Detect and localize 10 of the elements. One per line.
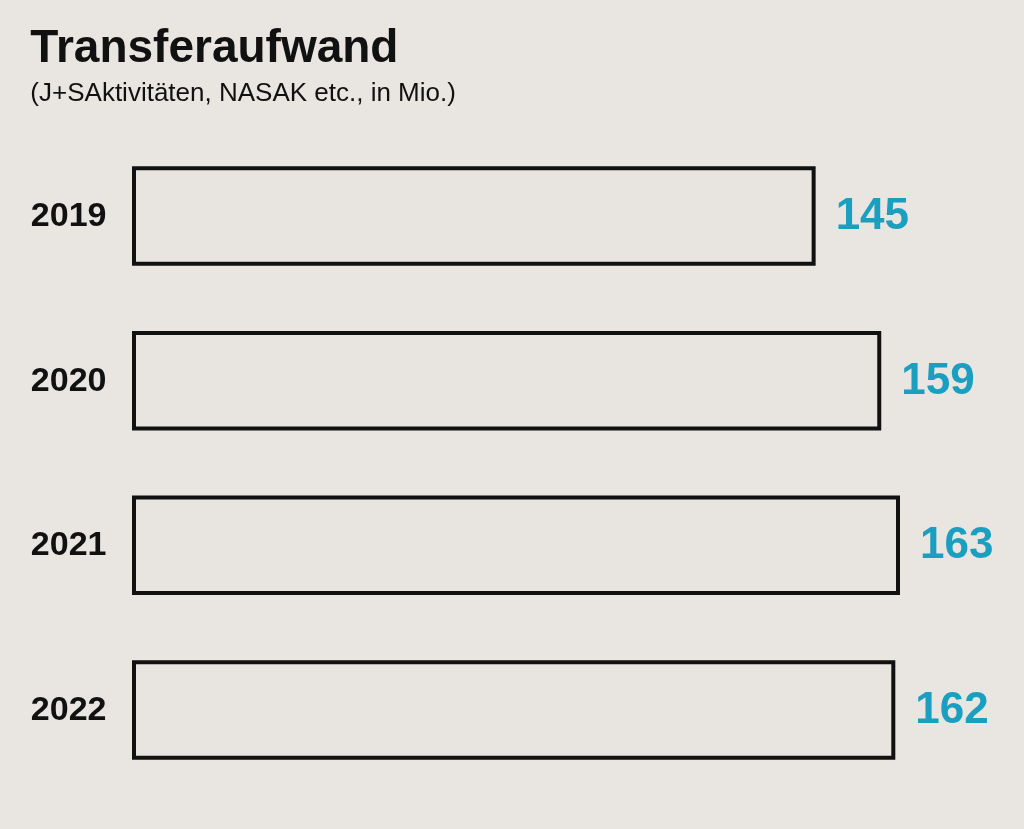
data-label: 159 [901,353,975,403]
chart-title: Transferaufwand [30,20,399,72]
y-tick-label: 2020 [30,359,107,398]
data-label: 145 [835,188,910,238]
y-tick-label: 2021 [30,524,107,563]
y-tick-label: 2019 [30,194,107,233]
data-label: 162 [915,683,989,733]
data-label: 163 [920,518,994,568]
chart-subtitle: (J+SAktivitäten, NASAK etc., in Mio.) [30,77,456,107]
y-tick-label: 2022 [30,689,107,728]
